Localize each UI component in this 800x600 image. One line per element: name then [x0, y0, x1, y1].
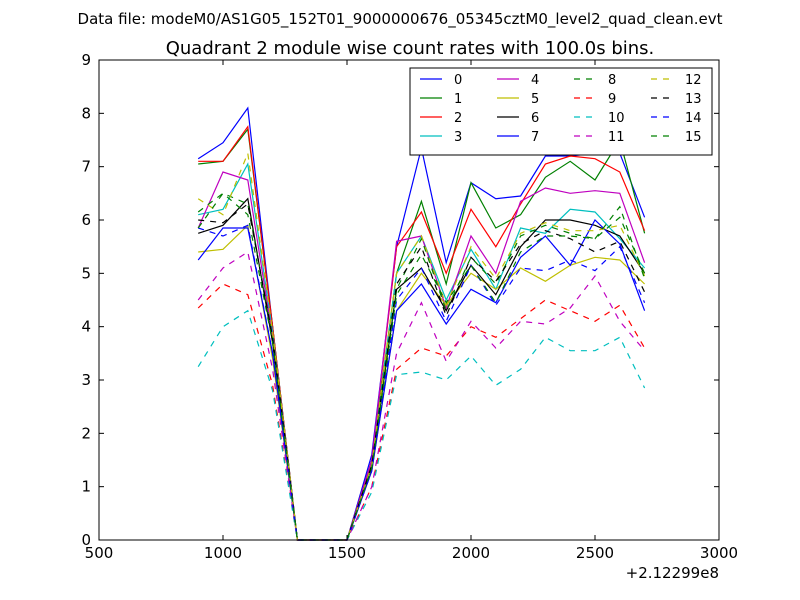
legend-label-3: 3	[454, 130, 462, 145]
legend-label-13: 13	[685, 92, 702, 107]
series-line-10	[197, 309, 646, 541]
y-tick-label: 2	[81, 424, 91, 442]
x-tick-label: 500	[85, 544, 114, 562]
y-tick-label: 4	[81, 318, 91, 336]
legend-frame	[409, 67, 713, 156]
y-tick-label: 3	[81, 371, 91, 389]
series-line-14	[198, 224, 646, 541]
chart-title: Quadrant 2 module wise count rates with …	[166, 38, 655, 59]
axes-frame	[98, 59, 720, 541]
plot-area: 500 1000 1500 2000 2500 300001234567890123456…	[81, 51, 738, 562]
y-tick-label: 8	[81, 104, 91, 122]
y-tick-label: 9	[81, 51, 91, 69]
y-tick-label: 1	[81, 478, 91, 496]
y-tick-label: 5	[81, 264, 91, 282]
x-tick-label: 3000	[700, 544, 738, 562]
legend-label-6: 6	[531, 111, 539, 126]
legend-label-7: 7	[531, 130, 539, 145]
legend-label-0: 0	[454, 73, 462, 88]
x-tick-label: 2500	[576, 544, 614, 562]
x-tick-label: 1000	[204, 544, 242, 562]
series-line-8	[197, 192, 646, 541]
series-line-11	[197, 251, 646, 541]
legend-label-9: 9	[608, 92, 616, 107]
legend-label-15: 15	[685, 130, 702, 145]
legend-label-1: 1	[454, 92, 462, 107]
series-line-13	[198, 202, 646, 541]
series-line-15	[197, 192, 646, 541]
y-tick-label: 7	[81, 158, 91, 176]
x-offset-label: +2.12299e8	[626, 564, 719, 582]
legend-label-10: 10	[608, 111, 625, 126]
suptitle: Data file: modeM0/AS1G05_152T01_90000006…	[78, 10, 723, 29]
series-line-12	[197, 150, 646, 541]
legend-label-12: 12	[685, 73, 702, 88]
series-line-2	[198, 125, 646, 541]
legend-label-2: 2	[454, 111, 462, 126]
legend-label-11: 11	[608, 130, 625, 145]
y-tick-label: 6	[81, 211, 91, 229]
legend-label-5: 5	[531, 92, 539, 107]
series-group	[197, 106, 646, 541]
x-tick-label: 1500	[328, 544, 366, 562]
legend-label-4: 4	[531, 73, 539, 88]
y-tick-label: 0	[81, 531, 91, 549]
x-tick-label: 2000	[452, 544, 490, 562]
legend-label-8: 8	[608, 73, 616, 88]
legend-label-14: 14	[685, 111, 702, 126]
